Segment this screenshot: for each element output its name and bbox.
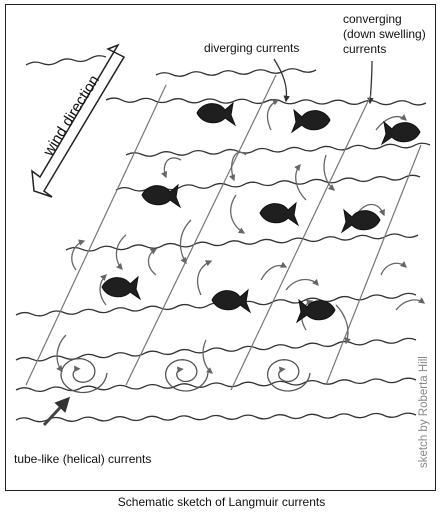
curved-arrow-icon — [294, 163, 307, 201]
curved-arrow-icon — [179, 219, 192, 265]
curved-arrow-icon — [323, 154, 335, 191]
diverging-pointer-arrow — [273, 58, 290, 103]
curved-arrow-icon — [229, 151, 247, 182]
curved-arrow-icon — [380, 261, 407, 276]
fish-group — [101, 101, 421, 324]
curved-arrow-icon — [147, 248, 158, 276]
curved-arrow-icon — [56, 334, 67, 373]
converging-label-line3: currents — [343, 42, 386, 56]
fish-icon — [101, 275, 142, 301]
curved-arrow-icon — [202, 339, 214, 374]
curved-arrow-icon — [395, 297, 426, 311]
curved-arrow-icon — [230, 194, 246, 234]
curved-arrow-icon — [161, 157, 182, 179]
fish-icon — [340, 208, 381, 234]
spiral-icon — [60, 357, 108, 394]
wave-line — [15, 412, 417, 423]
converging-label-line1: converging — [343, 12, 402, 26]
wave-line — [125, 142, 431, 157]
converging-label-line2: (down swelling) — [343, 27, 426, 41]
helical-spirals — [60, 357, 311, 394]
curved-arrow-icon — [197, 260, 213, 296]
curved-arrow-icon — [260, 261, 288, 281]
fish-icon — [295, 298, 336, 324]
fish-icon — [211, 288, 252, 314]
wave-line — [15, 337, 417, 362]
curved-arrows — [56, 99, 426, 374]
wind-arrow-icon — [31, 43, 126, 198]
wave-line — [25, 55, 107, 66]
curved-arrow-icon — [99, 274, 107, 306]
fish-icon — [141, 183, 182, 209]
sketch-frame: wind direction diverging currents conver… — [5, 4, 436, 491]
artist-credit: sketch by Roberta Hill — [418, 356, 430, 468]
helical-currents-label: tube-like (helical) currents — [14, 452, 151, 466]
spiral-icon — [164, 359, 209, 392]
wave-line — [15, 377, 417, 393]
sketch-drawing: wind direction diverging currents conver… — [14, 12, 431, 466]
curved-arrow-icon — [266, 99, 280, 131]
curved-arrow-icon — [71, 239, 86, 271]
curved-arrow-icon — [115, 234, 127, 270]
fish-icon — [380, 120, 421, 146]
spiral-icon — [266, 359, 311, 392]
current-lines — [25, 74, 422, 391]
wave-line — [155, 68, 317, 77]
fish-icon — [259, 201, 300, 227]
figure-caption: Schematic sketch of Langmuir currents — [117, 495, 326, 509]
curved-arrow-icon — [285, 278, 319, 291]
curved-arrow-icon — [375, 114, 407, 131]
curved-arrow-icon — [335, 304, 351, 345]
fish-icon — [196, 101, 237, 127]
diverging-currents-label: diverging currents — [204, 41, 299, 55]
helical-pointer-arrow — [42, 396, 71, 427]
converging-pointer-arrow — [367, 60, 374, 105]
fish-icon — [290, 108, 331, 134]
wave-line — [105, 97, 427, 106]
wave-line — [65, 233, 419, 252]
